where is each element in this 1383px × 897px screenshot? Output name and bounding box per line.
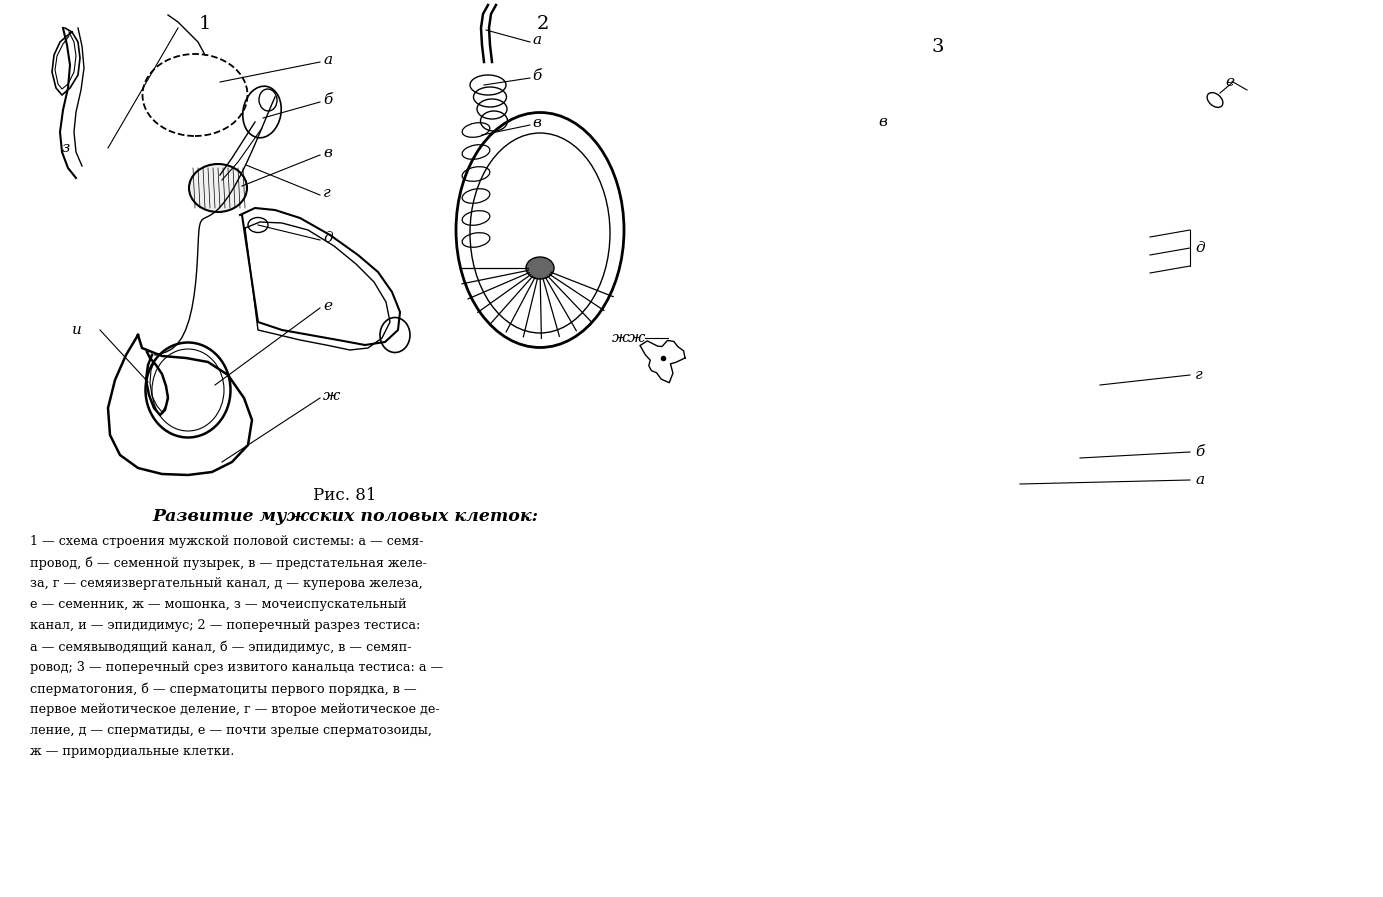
Text: д: д bbox=[1195, 241, 1205, 255]
Text: в: в bbox=[532, 116, 541, 130]
Text: ж — примордиальные клетки.: ж — примордиальные клетки. bbox=[30, 745, 234, 758]
Text: а: а bbox=[324, 53, 332, 67]
Text: г: г bbox=[324, 186, 331, 200]
Text: д: д bbox=[324, 231, 333, 245]
Text: б: б bbox=[324, 93, 332, 107]
Text: и: и bbox=[72, 323, 82, 337]
Text: з: з bbox=[62, 141, 71, 155]
Text: а: а bbox=[532, 33, 541, 47]
Text: в: в bbox=[324, 146, 332, 160]
Text: е — семенник, ж — мошонка, з — мочеиспускательный: е — семенник, ж — мошонка, з — мочеиспус… bbox=[30, 598, 407, 611]
Text: а: а bbox=[1195, 473, 1205, 487]
Polygon shape bbox=[640, 341, 685, 383]
Text: е: е bbox=[1225, 75, 1234, 89]
Text: 2: 2 bbox=[537, 15, 549, 33]
Text: е: е bbox=[324, 299, 332, 313]
Text: ровод; 3 — поперечный срез извитого канальца тестиса: а —: ровод; 3 — поперечный срез извитого кана… bbox=[30, 661, 443, 674]
Text: ление, д — сперматиды, е — почти зрелые сперматозоиды,: ление, д — сперматиды, е — почти зрелые … bbox=[30, 724, 431, 737]
Text: 1: 1 bbox=[199, 15, 212, 33]
Text: в: в bbox=[878, 115, 887, 129]
Text: а — семявыводящий канал, б — эпидидимус, в — семяп-: а — семявыводящий канал, б — эпидидимус,… bbox=[30, 640, 412, 654]
Text: б: б bbox=[532, 69, 541, 83]
Text: б: б bbox=[1195, 445, 1205, 459]
Text: Развитие мужских половых клеток:: Развитие мужских половых клеток: bbox=[152, 508, 538, 525]
Text: 3: 3 bbox=[932, 38, 945, 56]
Text: канал, и — эпидидимус; 2 — поперечный разрез тестиса:: канал, и — эпидидимус; 2 — поперечный ра… bbox=[30, 619, 420, 632]
Ellipse shape bbox=[189, 164, 248, 212]
Text: сперматогония, б — сперматоциты первого порядка, в —: сперматогония, б — сперматоциты первого … bbox=[30, 682, 416, 695]
Text: г: г bbox=[1195, 368, 1203, 382]
Text: Рис. 81: Рис. 81 bbox=[314, 487, 376, 504]
Text: ж: ж bbox=[613, 331, 629, 345]
Text: 1 — схема строения мужской половой системы: а — семя-: 1 — схема строения мужской половой систе… bbox=[30, 535, 423, 548]
Text: ж: ж bbox=[324, 389, 340, 403]
Text: ж: ж bbox=[628, 331, 646, 345]
Text: первое мейотическое деление, г — второе мейотическое де-: первое мейотическое деление, г — второе … bbox=[30, 703, 440, 716]
Text: провод, б — семенной пузырек, в — предстательная желе-: провод, б — семенной пузырек, в — предст… bbox=[30, 556, 427, 570]
Text: за, г — семяизвергательный канал, д — куперова железа,: за, г — семяизвергательный канал, д — ку… bbox=[30, 577, 423, 590]
Ellipse shape bbox=[526, 257, 555, 279]
